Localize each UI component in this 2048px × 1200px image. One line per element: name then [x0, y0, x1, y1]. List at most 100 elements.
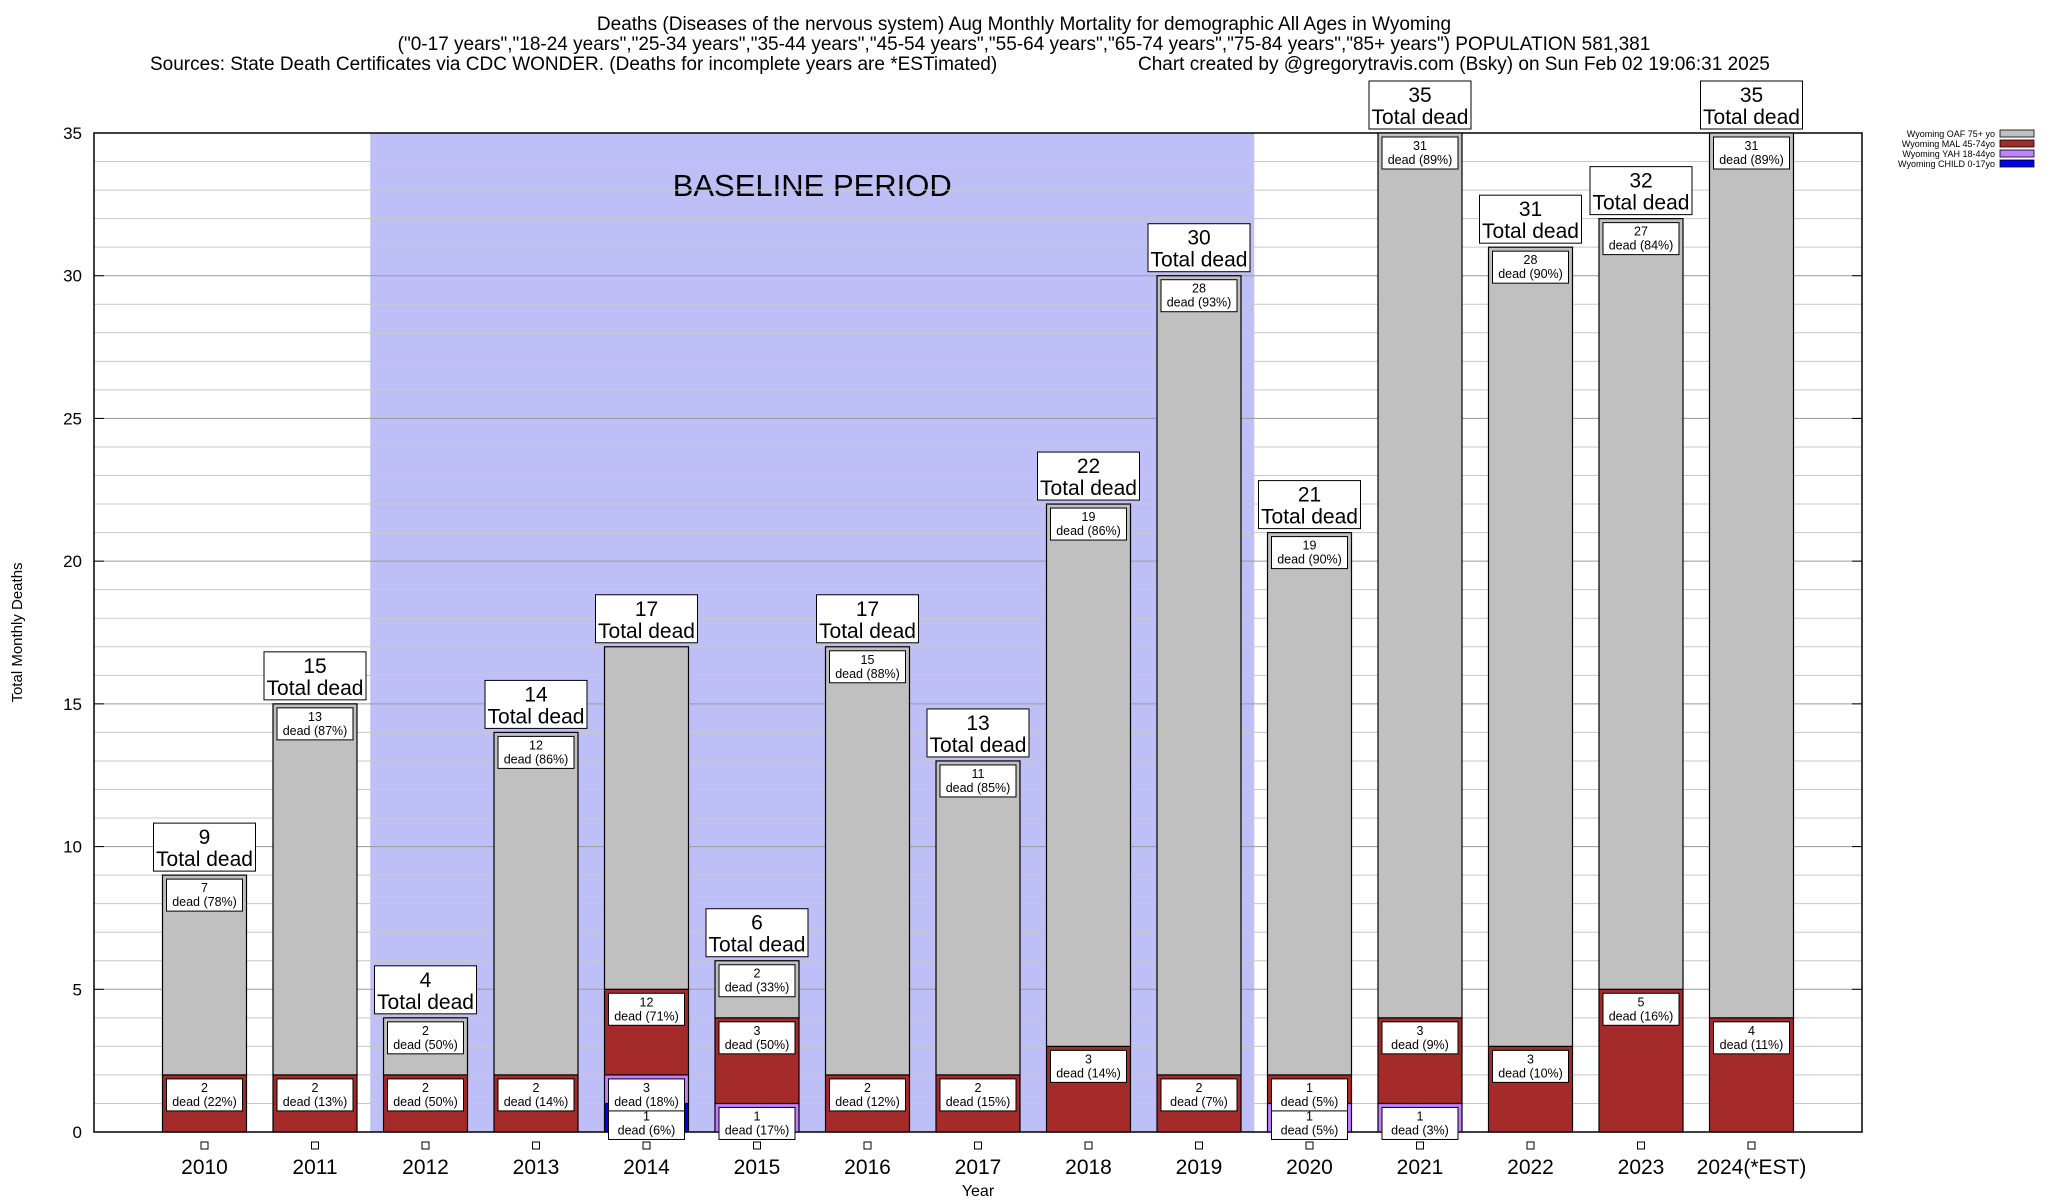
- x-marker: [753, 1141, 761, 1150]
- segment-count-label: 2: [754, 967, 761, 981]
- chart-subtitle: ("0-17 years","18-24 years","25-34 years…: [397, 34, 1651, 55]
- y-tick-label: 15: [63, 695, 82, 714]
- total-box: [1368, 80, 1472, 130]
- x-tick-label: 2018: [1065, 1156, 1112, 1179]
- bar-segment-oaf: [272, 703, 358, 1076]
- bar-segment-oaf: [1598, 218, 1684, 990]
- segment-count-label: 2: [422, 1081, 429, 1095]
- total-box: [595, 594, 698, 644]
- segment-count-label: 7: [201, 881, 208, 895]
- y-tick-label: 0: [73, 1123, 82, 1142]
- x-marker: [1084, 1141, 1093, 1150]
- total-box: [153, 822, 256, 872]
- segment-percent-label: dead (3%): [1391, 1123, 1449, 1137]
- segment-count-label: 4: [1748, 1024, 1755, 1038]
- segment-label-box: [1050, 1049, 1127, 1083]
- total-dead-label: Total dead: [1593, 192, 1690, 215]
- y-tick-label: 35: [63, 124, 82, 143]
- x-tick-label: 2011: [292, 1156, 337, 1179]
- total-count-label: 17: [856, 598, 879, 621]
- y-tick-label: 30: [63, 267, 82, 286]
- bar-segment-oaf: [603, 646, 690, 990]
- segment-percent-label: dead (14%): [1056, 1066, 1121, 1080]
- segment-label-box: [1271, 1106, 1348, 1140]
- total-dead-label: Total dead: [377, 991, 474, 1014]
- segment-percent-label: dead (15%): [946, 1095, 1011, 1109]
- segment-percent-label: dead (14%): [504, 1095, 569, 1109]
- segment-count-label: 3: [1527, 1052, 1534, 1066]
- segment-count-label: 19: [1303, 539, 1317, 553]
- segment-percent-label: dead (33%): [725, 981, 790, 995]
- x-marker: [1526, 1141, 1535, 1150]
- segment-count-label: 1: [1417, 1109, 1424, 1123]
- total-count-label: 21: [1298, 484, 1321, 507]
- baseline-period-label: BASELINE PERIOD: [673, 168, 952, 203]
- segment-count-label: 15: [861, 653, 875, 667]
- x-marker: [311, 1141, 319, 1150]
- segment-count-label: 3: [1085, 1052, 1092, 1066]
- x-tick-label: 2012: [402, 1156, 449, 1179]
- segment-count-label: 2: [975, 1081, 982, 1095]
- segment-percent-label: dead (17%): [725, 1123, 790, 1137]
- x-marker: [1416, 1141, 1424, 1150]
- total-box: [1479, 194, 1582, 244]
- total-dead-label: Total dead: [1372, 106, 1469, 129]
- total-box: [1258, 480, 1361, 530]
- x-marker: [642, 1141, 651, 1150]
- segment-count-label: 28: [1192, 282, 1206, 296]
- segment-count-label: 2: [864, 1081, 871, 1095]
- total-count-label: 35: [1408, 84, 1431, 107]
- total-box: [1147, 223, 1251, 273]
- bar-segment-oaf: [1156, 275, 1242, 1076]
- x-marker: [1305, 1141, 1314, 1150]
- x-tick-label: 2021: [1397, 1156, 1444, 1179]
- segment-percent-label: dead (84%): [1609, 239, 1674, 253]
- y-tick-label: 5: [73, 980, 82, 999]
- segment-label-box: [718, 1106, 796, 1140]
- total-dead-label: Total dead: [267, 677, 364, 700]
- segment-count-label: 1: [1306, 1081, 1313, 1095]
- segment-label-box: [1160, 1078, 1238, 1112]
- segment-label-box: [1160, 279, 1238, 313]
- segment-percent-label: dead (90%): [1277, 553, 1342, 567]
- segment-percent-label: dead (11%): [1720, 1038, 1784, 1052]
- total-count-label: 13: [966, 712, 989, 735]
- x-marker: [532, 1141, 540, 1150]
- segment-percent-label: dead (78%): [172, 895, 237, 909]
- segment-count-label: 12: [529, 738, 543, 752]
- segment-percent-label: dead (50%): [393, 1038, 458, 1052]
- segment-percent-label: dead (89%): [1719, 153, 1784, 167]
- x-marker: [200, 1141, 209, 1150]
- segment-count-label: 2: [201, 1081, 208, 1095]
- legend-swatch: [1999, 139, 2035, 148]
- bar-segment-oaf: [1377, 132, 1463, 1019]
- x-axis-title: Year: [962, 1183, 995, 1200]
- total-count-label: 14: [524, 683, 548, 706]
- y-tick-label: 25: [63, 409, 82, 428]
- total-count-label: 9: [199, 826, 211, 849]
- segment-label-box: [1602, 222, 1680, 256]
- total-dead-label: Total dead: [1703, 106, 1800, 129]
- segment-label-box: [276, 1078, 354, 1112]
- segment-percent-label: dead (5%): [1281, 1095, 1339, 1109]
- x-tick-label: 2014: [623, 1156, 670, 1179]
- segment-count-label: 31: [1745, 139, 1759, 153]
- segment-label-box: [718, 1021, 796, 1055]
- total-box: [1037, 451, 1140, 501]
- total-dead-label: Total dead: [156, 848, 253, 871]
- segment-count-label: 1: [1306, 1109, 1313, 1123]
- bar-segment-oaf: [1266, 531, 1353, 1076]
- segment-count-label: 12: [640, 995, 654, 1009]
- segment-label-box: [387, 1021, 464, 1055]
- segment-percent-label: dead (22%): [172, 1095, 237, 1109]
- legend-label: Wyoming OAF 75+ yo: [1907, 129, 1995, 139]
- total-box: [1589, 166, 1693, 216]
- segment-count-label: 5: [1638, 995, 1645, 1009]
- segment-percent-label: dead (90%): [1498, 267, 1563, 281]
- segment-count-label: 11: [972, 767, 985, 781]
- segment-count-label: 2: [533, 1081, 540, 1095]
- segment-label-box: [1713, 1021, 1790, 1055]
- segment-percent-label: dead (50%): [393, 1095, 458, 1109]
- legend-label: Wyoming CHILD 0-17yo: [1898, 159, 1995, 169]
